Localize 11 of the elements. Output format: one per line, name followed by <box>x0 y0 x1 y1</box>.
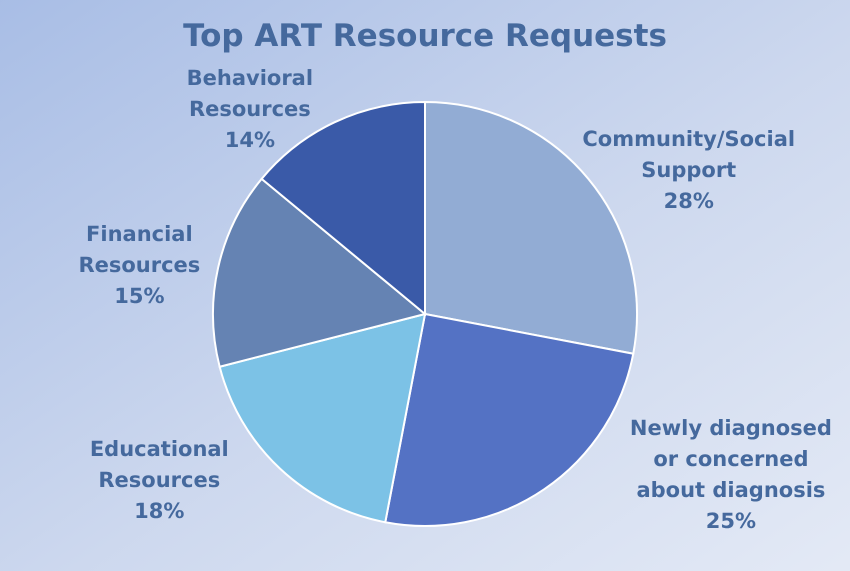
data-label: 14% <box>224 128 275 152</box>
slice-label: Financial Resources <box>78 222 200 278</box>
slice-label: Community/Social Support <box>582 126 796 182</box>
data-label: 18% <box>134 499 184 524</box>
data-label: 25% <box>706 509 756 534</box>
slice-label: Newly diagnosed or concerned about diagnosis <box>630 416 832 502</box>
chart-title: Top ART Resource Requests <box>183 18 667 54</box>
slice-label: Behavioral Resources <box>186 66 314 122</box>
data-label: 15% <box>114 284 165 308</box>
slice-label: Educational Resources <box>90 437 229 492</box>
data-label: 28% <box>664 188 714 213</box>
